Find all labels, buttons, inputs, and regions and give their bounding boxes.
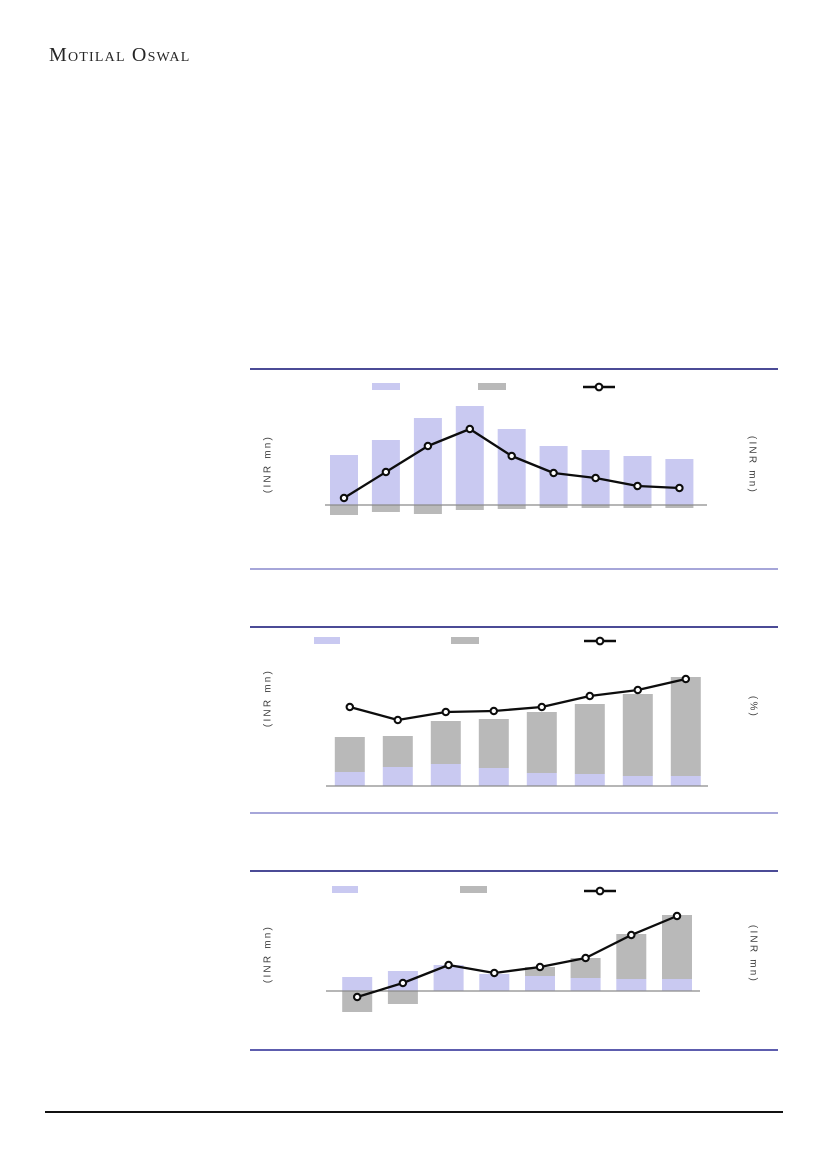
legend-line-marker-icon: [584, 884, 616, 896]
chart3-combo-bar-line-canvas: [326, 911, 700, 1012]
legend-swatch-purple-bar: [314, 637, 340, 644]
legend-line-marker-icon: [584, 634, 616, 646]
legend-swatch-purple-bar: [332, 886, 358, 893]
section1-top-border: [250, 368, 778, 370]
legend-swatch-gray-bar: [460, 886, 487, 893]
chart-section-2: (INR mn) (%): [250, 626, 778, 814]
footer-rule: [45, 1111, 783, 1113]
chart1-combo-bar-line-canvas: [325, 406, 707, 515]
section3-top-border: [250, 870, 778, 872]
section2-bottom-border: [250, 812, 778, 814]
section1-bottom-border: [250, 568, 778, 570]
legend-swatch-purple-bar: [372, 383, 400, 390]
legend-line-marker-icon: [583, 380, 615, 392]
brand-logo: Motilal Oswal: [49, 44, 191, 66]
section3-bottom-border: [250, 1049, 778, 1051]
chart-section-1: (INR mn) (INR mn): [250, 368, 778, 570]
chart2-stacked-bar-line-canvas: [326, 674, 708, 787]
section2-top-border: [250, 626, 778, 628]
legend-swatch-gray-bar: [478, 383, 506, 390]
legend-swatch-gray-bar: [451, 637, 479, 644]
chart-section-3: (INR mn) (INR mn): [250, 870, 778, 1051]
